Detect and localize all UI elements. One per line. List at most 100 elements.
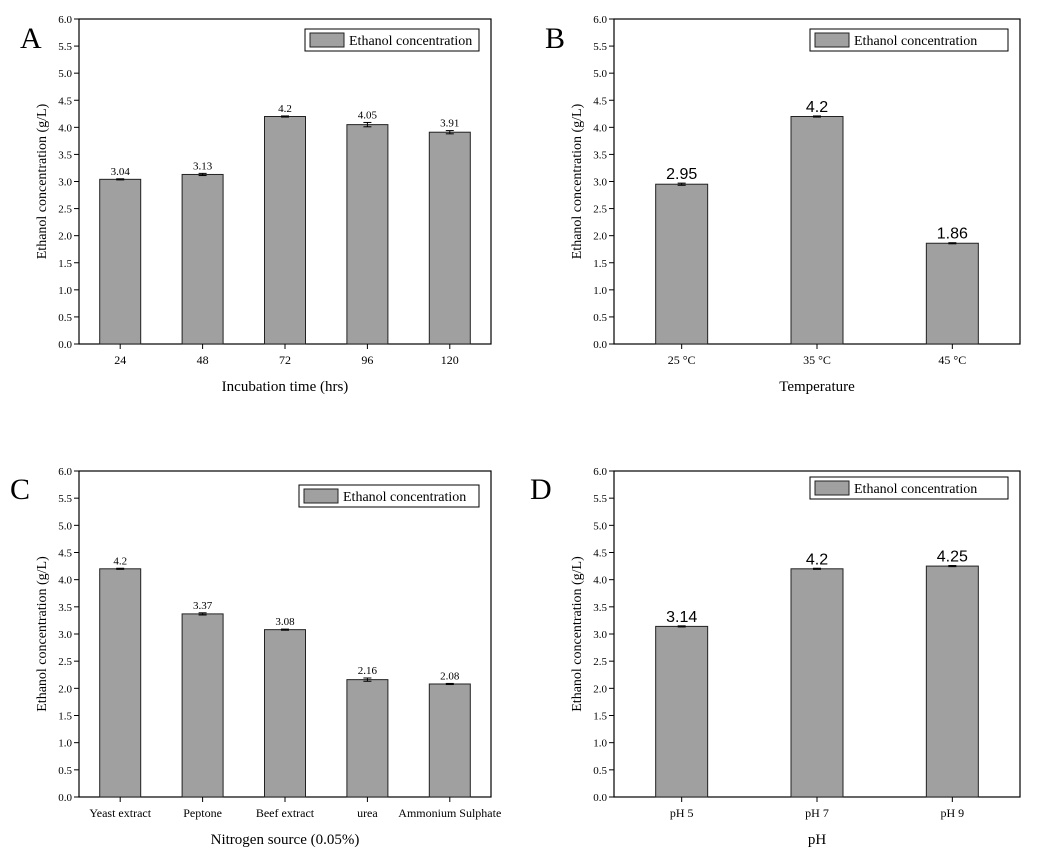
- x-tick-label: 35 °C: [803, 353, 831, 367]
- y-tick-label: 3.0: [593, 629, 607, 641]
- legend-box: [304, 28, 480, 52]
- x-tick-label: pH 5: [670, 806, 694, 820]
- data-label: 3.91: [440, 118, 459, 130]
- y-tick-label: 0.0: [593, 339, 607, 351]
- data-label: 4.05: [358, 109, 378, 121]
- legend-label: Ethanol concentration: [349, 34, 472, 49]
- y-tick-label: 4.0: [58, 575, 72, 587]
- x-tick-label: 24: [114, 353, 126, 367]
- bar: [655, 183, 709, 345]
- y-tick-label: 2.0: [58, 231, 72, 243]
- y-tick-label: 1.0: [593, 285, 607, 297]
- panel-letter: C: [10, 473, 30, 506]
- y-tick-label: 5.0: [593, 68, 607, 80]
- legend-label: Ethanol concentration: [854, 482, 977, 497]
- x-axis-label: Nitrogen source (0.05%): [211, 832, 360, 848]
- data-label: 4.2: [278, 103, 292, 115]
- y-tick-label: 6.0: [593, 14, 607, 26]
- data-label: 3.04: [111, 166, 131, 178]
- y-tick-label: 3.5: [593, 602, 607, 614]
- panel-letter: D: [530, 473, 552, 506]
- bar: [99, 568, 142, 798]
- y-tick-label: 6.0: [58, 14, 72, 26]
- y-tick-label: 5.0: [593, 520, 607, 532]
- y-tick-label: 5.0: [58, 68, 72, 80]
- y-tick-label: 0.0: [58, 339, 72, 351]
- x-tick-label: 48: [197, 353, 209, 367]
- chart-panel-c: C 0.0 0.5 1.0 1.5 2.0 2.5 3.0 3.5 4.0 4.5 5.0 5.5 6.0…: [10, 466, 501, 848]
- y-tick-label: 6.0: [593, 466, 607, 478]
- y-tick-label: 4.0: [593, 122, 607, 134]
- legend-swatch: [309, 32, 345, 48]
- y-tick-label: 4.5: [58, 548, 72, 560]
- data-label: 3.08: [275, 616, 295, 628]
- panel-letter: A: [20, 22, 42, 55]
- y-axis-label: Ethanol concentration (g/L): [35, 556, 50, 712]
- legend: Ethanol concentration: [809, 476, 1009, 500]
- legend: Ethanol concentration: [298, 484, 480, 508]
- y-tick-label: 1.5: [593, 711, 607, 723]
- x-tick-label: Yeast extract: [89, 806, 151, 820]
- x-axis-label: Incubation time (hrs): [222, 379, 349, 395]
- chart-panel-b: B 0.0 0.5 1.0 1.5 2.0 2.5 3.0 3.5 4.0 4.5 5.0 5.5 6.0…: [545, 14, 1021, 395]
- y-tick-label: 3.5: [58, 602, 72, 614]
- bar: [181, 613, 224, 798]
- legend-swatch: [814, 32, 850, 48]
- bar: [655, 625, 709, 798]
- y-tick-label: 2.0: [593, 683, 607, 695]
- y-tick-label: 0.5: [58, 312, 72, 324]
- legend-box: [298, 484, 480, 508]
- legend: Ethanol concentration: [809, 28, 1009, 52]
- x-axis-label: pH: [808, 832, 827, 848]
- bar: [346, 124, 389, 345]
- y-tick-label: 4.5: [58, 95, 72, 107]
- y-tick-label: 4.0: [58, 122, 72, 134]
- y-tick-label: 3.5: [593, 149, 607, 161]
- chart-panel-a: A 0.0 0.5 1.0 1.5 2.0 2.5 3.0 3.5 4.0 4.5 5.0 5.5 6.0…: [20, 14, 492, 395]
- data-label: 4.2: [113, 555, 127, 567]
- y-tick-label: 2.5: [58, 204, 72, 216]
- y-tick-label: 2.0: [58, 683, 72, 695]
- chart-panel-d: D 0.0 0.5 1.0 1.5 2.0 2.5 3.0 3.5 4.0 4.5 5.0 5.5 6.0…: [530, 466, 1021, 848]
- bar: [790, 116, 844, 345]
- y-tick-label: 0.5: [58, 765, 72, 777]
- x-axis-label: Temperature: [779, 379, 855, 395]
- legend-box: [809, 28, 1009, 52]
- y-tick-label: 5.5: [593, 41, 607, 53]
- y-tick-label: 3.0: [593, 177, 607, 189]
- y-tick-label: 1.5: [58, 711, 72, 723]
- bar: [99, 178, 142, 345]
- data-label: 4.25: [937, 549, 968, 566]
- y-tick-label: 3.0: [58, 629, 72, 641]
- legend-label: Ethanol concentration: [854, 34, 977, 49]
- bar: [264, 629, 306, 798]
- data-label: 2.16: [358, 665, 378, 677]
- y-tick-label: 2.5: [58, 656, 72, 668]
- x-tick-label: 45 °C: [938, 353, 966, 367]
- y-tick-label: 1.5: [593, 258, 607, 270]
- y-tick-label: 6.0: [58, 466, 72, 478]
- x-tick-label: pH 7: [805, 806, 829, 820]
- y-tick-label: 1.0: [58, 285, 72, 297]
- y-tick-label: 5.5: [58, 41, 72, 53]
- y-axis-label: Ethanol concentration (g/L): [570, 556, 585, 712]
- x-tick-label: Ammonium Sulphate: [398, 806, 501, 820]
- y-tick-label: 3.5: [58, 149, 72, 161]
- y-tick-label: 0.0: [593, 792, 607, 804]
- y-tick-label: 0.5: [593, 312, 607, 324]
- bar: [264, 116, 306, 345]
- legend-box: [809, 476, 1009, 500]
- y-tick-label: 4.5: [593, 548, 607, 560]
- bar: [790, 568, 844, 798]
- data-label: 3.37: [193, 600, 213, 612]
- data-label: 2.95: [666, 166, 697, 183]
- data-label: 3.13: [193, 160, 213, 172]
- bar: [181, 173, 224, 345]
- panel-letter: B: [545, 22, 565, 55]
- bar: [925, 565, 979, 798]
- x-tick-label: Beef extract: [256, 806, 315, 820]
- legend: Ethanol concentration: [304, 28, 480, 52]
- y-tick-label: 5.5: [593, 493, 607, 505]
- y-tick-label: 5.5: [58, 493, 72, 505]
